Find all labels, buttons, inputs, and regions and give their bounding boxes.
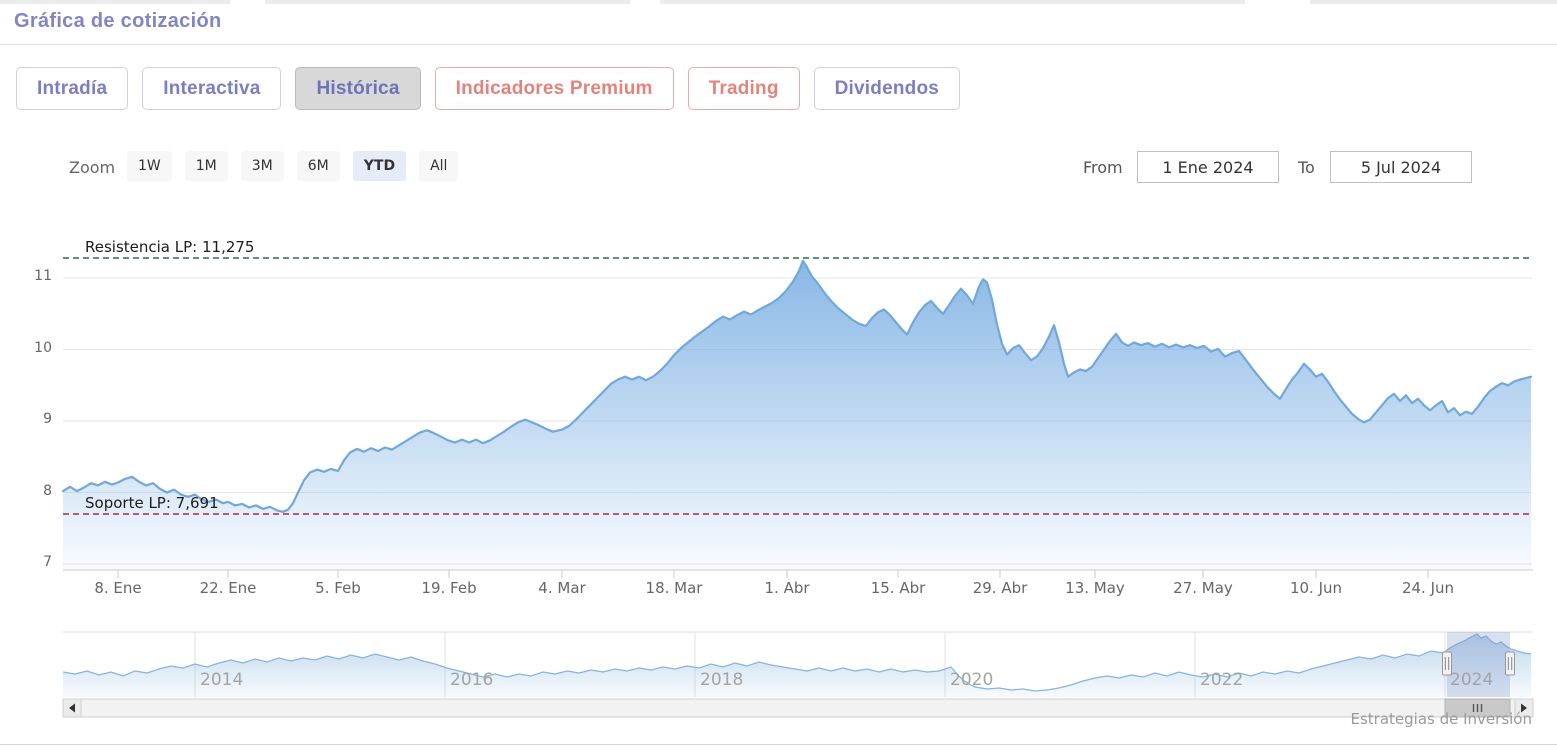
x-axis-label: 18. Mar (645, 579, 703, 597)
top-edge-artifact (0, 0, 1557, 5)
tab-bar: Intradía Interactiva Histórica Indicador… (16, 67, 961, 110)
navigator-handle-right[interactable] (1505, 651, 1515, 676)
x-axis-label: 27. May (1173, 579, 1233, 597)
to-label: To (1298, 158, 1315, 177)
x-axis-label: 19. Feb (421, 579, 477, 597)
price-area-fill (63, 260, 1531, 570)
navigator-year-label: 2024 (1450, 670, 1494, 690)
navigator-line (62, 633, 1532, 692)
tab-intradia[interactable]: Intradía (16, 67, 129, 110)
navigator-selection-mask[interactable] (1447, 632, 1510, 697)
scrollbar-track[interactable] (62, 698, 1534, 718)
navigator-area-fill (63, 634, 1531, 697)
from-date-input[interactable] (1137, 151, 1279, 183)
zoom-1w-button[interactable]: 1W (127, 151, 172, 181)
navigator-handle-left[interactable] (1442, 651, 1452, 676)
zoom-1m-button[interactable]: 1M (184, 151, 228, 181)
tab-dividendos[interactable]: Dividendos (813, 67, 961, 110)
zoom-all-button[interactable]: All (419, 151, 459, 181)
x-axis-label: 22. Ene (199, 579, 257, 597)
zoom-6m-button[interactable]: 6M (296, 151, 340, 181)
x-axis-label: 29. Abr (972, 579, 1028, 597)
scroll-left-arrow-icon (69, 703, 75, 713)
tab-historica[interactable]: Histórica (295, 67, 421, 110)
y-axis-label: 7 (43, 554, 52, 570)
scrollbar-left-button[interactable] (62, 698, 82, 718)
scrollbar-right-button[interactable] (1514, 698, 1534, 718)
zoom-label: Zoom (69, 158, 116, 177)
navigator-year-label: 2022 (1200, 670, 1244, 690)
tab-interactiva[interactable]: Interactiva (142, 67, 282, 110)
navigator-year-label: 2016 (450, 670, 494, 690)
y-axis-label: 10 (34, 339, 52, 356)
x-axis-label: 8. Ene (94, 579, 142, 597)
header-divider (0, 44, 1557, 45)
tab-trading[interactable]: Trading (687, 67, 800, 110)
x-axis-label: 1. Abr (764, 579, 810, 597)
page-title: Gráfica de cotización (14, 10, 222, 32)
x-axis-label: 15. Abr (870, 579, 926, 597)
scroll-right-arrow-icon (1521, 703, 1527, 713)
zoom-ytd-button[interactable]: YTD (352, 151, 407, 181)
navigator-year-label: 2020 (950, 670, 994, 690)
zoom-range-buttons: 1W 1M 3M 6M YTD All (127, 151, 459, 181)
card-bottom-border (0, 744, 1557, 745)
navigator-year-label: 2014 (200, 670, 244, 690)
price-line (61, 259, 1533, 513)
y-axis-label: 9 (43, 411, 52, 427)
x-axis-label: 13. May (1065, 579, 1125, 597)
x-axis-label: 10. Jun (1289, 579, 1343, 597)
y-axis-label: 11 (34, 268, 52, 284)
x-axis-label: 24. Jun (1401, 579, 1455, 597)
resistance-label: Resistencia LP: 11,275 (85, 238, 255, 256)
support-label: Soporte LP: 7,691 (85, 494, 219, 512)
navigator-year-label: 2018 (700, 670, 744, 690)
to-date-input[interactable] (1330, 151, 1472, 183)
x-axis-label: 5. Feb (315, 579, 361, 597)
y-axis-label: 8 (43, 482, 52, 499)
x-axis-label: 4. Mar (538, 579, 586, 597)
zoom-3m-button[interactable]: 3M (240, 151, 284, 181)
watermark: Estrategias de Inversión (1350, 710, 1533, 728)
from-label: From (1083, 158, 1123, 177)
tab-indicadores-premium[interactable]: Indicadores Premium (434, 67, 674, 110)
